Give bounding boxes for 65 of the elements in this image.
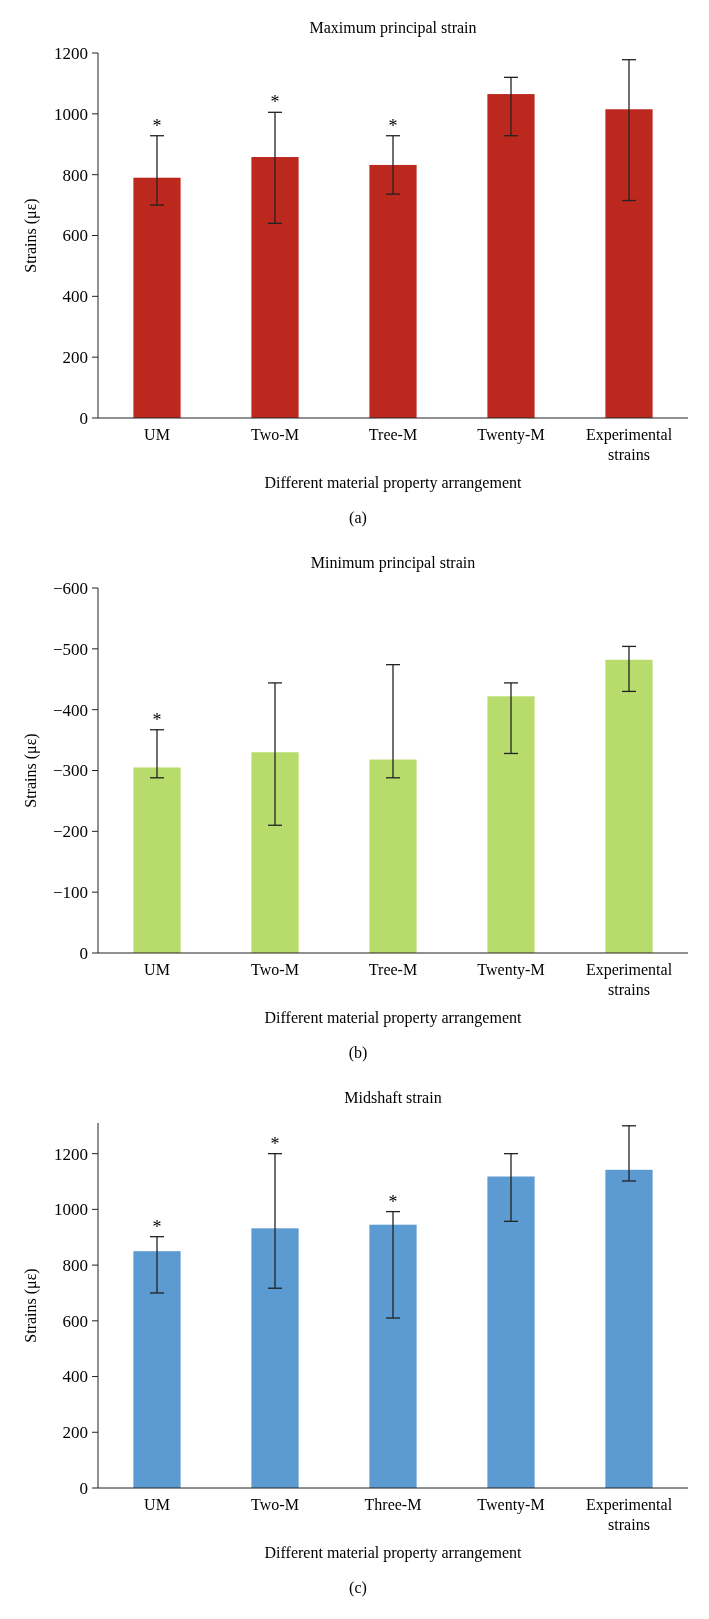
x-tick-label: Three-M [364,1496,422,1513]
x-tick-label: Two-M [251,961,299,978]
bar [369,1224,417,1488]
y-tick-label: −100 [52,883,88,903]
text: (a) [349,509,367,527]
y-tick-label: 800 [62,165,88,185]
text: (b) [348,1044,368,1062]
y-tick-label: 400 [62,287,88,307]
annotation: * [270,1133,280,1154]
x-tick-label: Twenty-M [477,1496,545,1514]
y-tick-label: 800 [62,1256,88,1276]
x-tick-label: UM [144,1496,170,1513]
y-tick-label: −300 [52,761,88,781]
bar [133,1251,181,1488]
x-tick-label: UM [144,961,170,978]
y-axis-title: Strains (με) [22,198,40,273]
x-tick-label: Tree-M [368,961,418,978]
y-tick-label: 600 [62,226,88,246]
bar [487,94,535,418]
bar [369,164,417,418]
y-tick-label: −200 [52,822,88,842]
y-tick-label: 1000 [54,1200,88,1220]
annotation: * [388,115,398,136]
bar [133,177,181,418]
y-tick-label: 1000 [54,104,88,124]
y-tick-label: 600 [62,1311,88,1331]
y-axis-title: Strains (με) [22,1268,40,1343]
y-tick-label: −600 [52,578,88,598]
bar [605,1169,653,1488]
bar [487,1176,535,1488]
x-axis-title: Different material property arrangement [264,1544,523,1562]
x-tick-label: Two-M [251,426,299,443]
bar [251,1228,299,1488]
x-tick-label: UM [144,426,170,443]
chart-title: Maximum principal strain [309,19,477,37]
annotation: * [152,709,162,730]
x-axis-title: Different material property arrangement [264,474,523,492]
y-axis-title: Strains (με) [22,733,40,808]
bar [251,157,299,418]
y-tick-label: 200 [62,1423,88,1443]
bar [605,109,653,418]
x-tick-label: Experimental strains [585,1496,673,1533]
y-tick-label: −400 [52,700,88,720]
x-axis-title: Different material property arrangement [264,1009,523,1027]
x-tick-label: Tree-M [368,426,418,443]
text: (c) [349,1579,367,1597]
chart-title: Minimum principal strain [310,554,476,572]
x-tick-label: Twenty-M [477,961,545,979]
annotation: * [270,92,280,113]
annotation: * [388,1191,398,1212]
y-tick-label: 0 [79,943,88,963]
y-tick-label: 1200 [54,1144,88,1164]
annotation: * [152,115,162,136]
y-tick-label: 0 [79,1478,88,1498]
x-tick-label: Twenty-M [477,426,545,444]
annotation: * [152,1216,162,1237]
y-tick-label: −500 [52,639,88,659]
y-tick-label: 400 [62,1367,88,1387]
y-tick-label: 1200 [54,43,88,63]
x-tick-label: Experimental strains [585,961,673,998]
x-tick-label: Two-M [251,1496,299,1513]
y-tick-label: 0 [79,408,88,428]
chart-title: Midshaft strain [344,1089,442,1106]
y-tick-label: 200 [62,348,88,368]
x-tick-label: Experimental strains [585,426,673,463]
